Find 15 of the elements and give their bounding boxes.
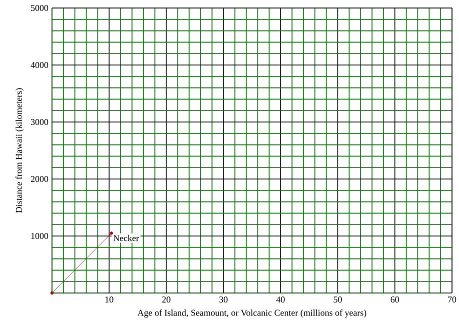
y-tick-label: 1000 <box>31 232 48 240</box>
x-tick-label: 10 <box>105 296 114 303</box>
y-tick-label: 5000 <box>31 4 48 12</box>
y-axis-title: Distance from Hawaii (kilometers) <box>15 88 24 213</box>
x-tick-label: 20 <box>162 296 170 303</box>
annotation: Necker <box>113 234 139 242</box>
x-tick-label: 30 <box>219 296 228 303</box>
y-tick-label: 4000 <box>30 62 48 68</box>
x-tick-label: 50 <box>334 296 342 303</box>
y-tick-label: 3000 <box>30 118 48 126</box>
x-tick-label: 40 <box>276 296 285 303</box>
x-tick-label: 60 <box>390 296 399 303</box>
x-axis-title: Age of Island, Seamount, or Volcanic Center (millions of years) <box>138 309 366 318</box>
y-tick-label: 2000 <box>30 176 48 182</box>
x-tick-label: 70 <box>448 296 456 303</box>
